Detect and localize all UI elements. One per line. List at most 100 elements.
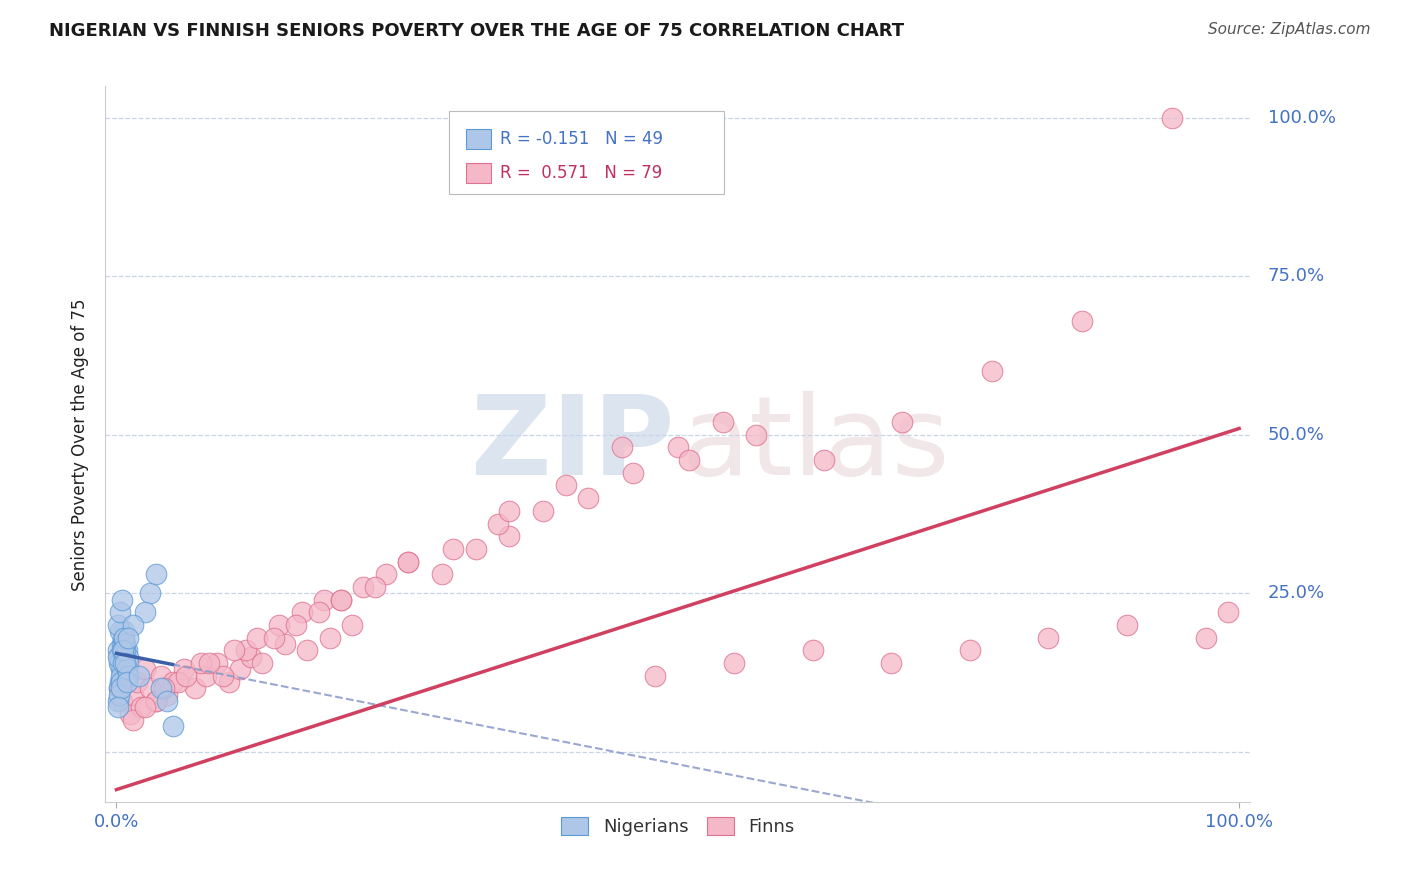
Point [139,586,162,600]
Point [111,662,134,676]
Point [167,674,190,689]
Point [115,662,138,676]
Point [269,618,291,632]
Point [711,415,734,429]
Point [195,668,218,682]
Legend: Nigerians, Finns: Nigerians, Finns [554,810,801,843]
Point [1194,631,1216,645]
Point [218,674,240,689]
Point [959,643,981,657]
Point [114,656,136,670]
Point [108,656,131,670]
Point [1038,631,1060,645]
Point [576,491,599,505]
Point [363,580,385,594]
Point [308,605,330,619]
Text: ZIP: ZIP [471,391,675,498]
Point [108,605,131,619]
Point [107,618,129,632]
Point [212,668,235,682]
Point [122,618,145,632]
Point [314,592,336,607]
Point [723,656,745,670]
Point [107,688,129,702]
Point [285,618,308,632]
Point [396,555,419,569]
Point [610,441,633,455]
Point [813,453,835,467]
Point [110,674,132,689]
Point [621,466,644,480]
Point [297,643,319,657]
Point [498,504,520,518]
Point [122,688,145,702]
Point [117,631,139,645]
Point [107,681,129,696]
Point [190,656,212,670]
Point [498,529,520,543]
Point [1116,618,1139,632]
Point [125,674,148,689]
Text: NIGERIAN VS FINNISH SENIORS POVERTY OVER THE AGE OF 75 CORRELATION CHART: NIGERIAN VS FINNISH SENIORS POVERTY OVER… [49,22,904,40]
Point [115,643,138,657]
Point [150,668,173,682]
Point [107,681,129,696]
Point [240,649,263,664]
Point [1160,111,1182,125]
Point [173,662,195,676]
Point [880,656,903,670]
Point [531,504,554,518]
Point [184,681,207,696]
Point [145,567,167,582]
Point [252,656,274,670]
Point [122,713,145,727]
Point [107,700,129,714]
Point [134,662,156,676]
Point [291,605,314,619]
Text: atlas: atlas [682,391,949,498]
Text: 50.0%: 50.0% [1268,425,1324,444]
Point [229,662,252,676]
Y-axis label: Seniors Poverty Over the Age of 75: Seniors Poverty Over the Age of 75 [72,298,89,591]
Point [112,624,135,639]
Point [117,656,139,670]
Point [108,624,131,639]
Point [156,688,179,702]
Point [430,567,453,582]
Point [112,631,135,645]
Point [981,364,1004,378]
Point [112,649,135,664]
Point [319,631,342,645]
Text: 100.0%: 100.0% [1268,109,1336,127]
Point [107,649,129,664]
Point [330,592,353,607]
Point [801,643,824,657]
Point [441,541,464,556]
Point [110,668,132,682]
Point [114,668,136,682]
Point [134,700,156,714]
Text: R =  0.571   N = 79: R = 0.571 N = 79 [501,164,662,182]
Point [111,643,134,657]
Point [464,541,486,556]
Point [352,580,374,594]
Point [666,441,689,455]
Text: Source: ZipAtlas.com: Source: ZipAtlas.com [1208,22,1371,37]
Point [374,567,396,582]
Point [112,643,135,657]
Point [330,592,353,607]
Point [162,719,184,733]
Point [110,681,132,696]
Point [162,674,184,689]
Point [134,605,156,619]
Point [114,668,136,682]
Point [110,662,132,676]
Point [117,668,139,682]
Point [246,631,269,645]
Point [118,706,141,721]
Point [156,694,179,708]
Bar [465,163,491,183]
Point [207,656,229,670]
Point [115,662,138,676]
Point [129,700,152,714]
